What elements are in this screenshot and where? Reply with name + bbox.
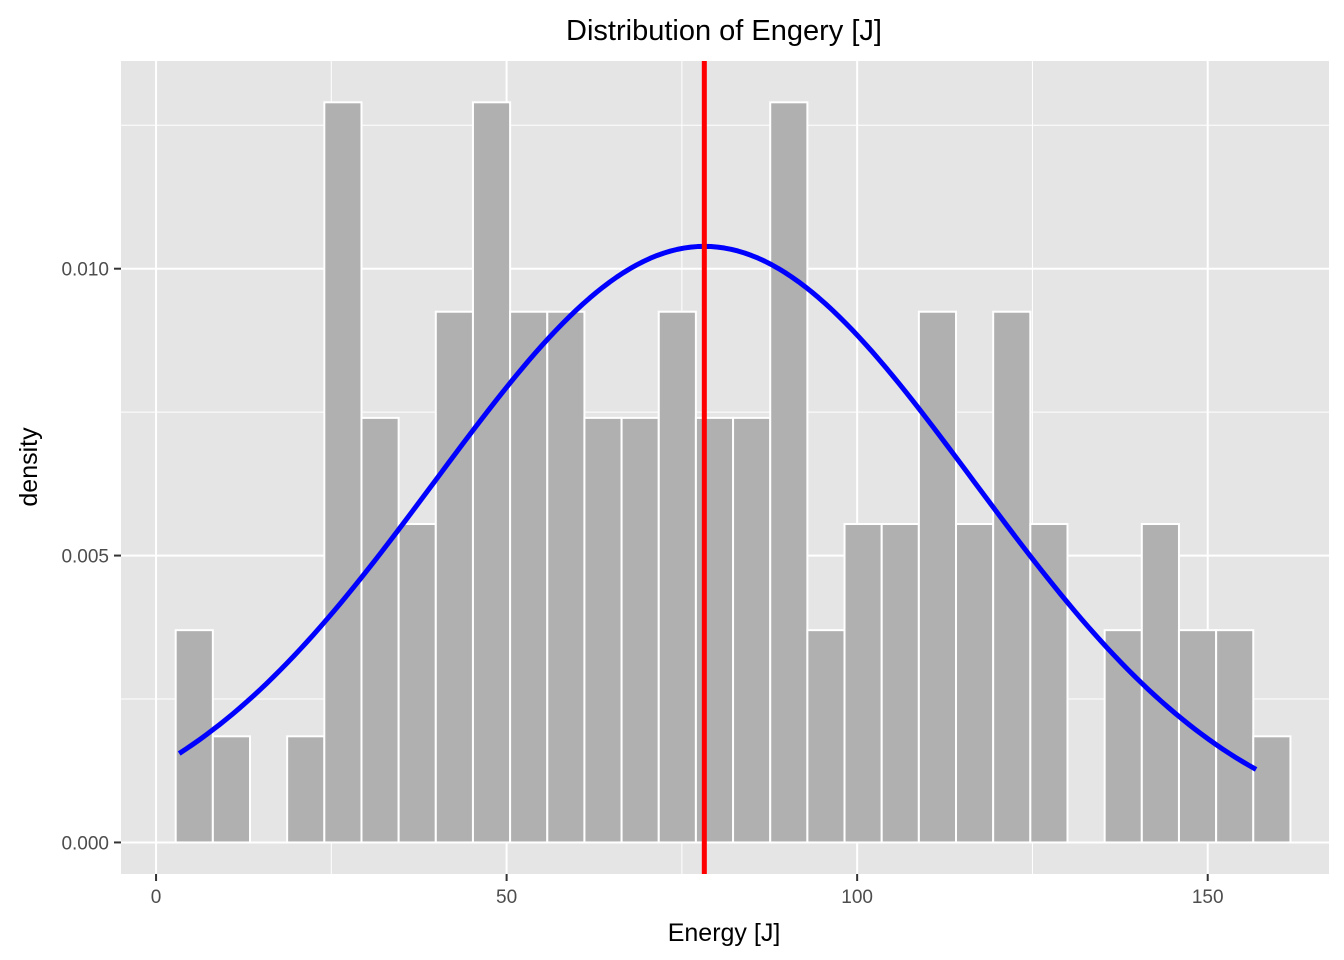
histogram-bar [843, 523, 883, 844]
histogram-bar [1177, 629, 1218, 844]
histogram-bar [434, 310, 474, 844]
histogram-bar [880, 523, 920, 844]
histogram-bar [509, 310, 549, 844]
histogram-bar [955, 523, 995, 844]
histogram-bar [583, 416, 623, 844]
histogram-bar [769, 101, 809, 844]
y-axis: 0.000 0.005 0.010 [61, 260, 121, 854]
y-tick-label: 0.005 [61, 547, 109, 568]
histogram-bar [286, 735, 326, 844]
histogram-bar [546, 310, 586, 844]
x-tick-label: 100 [841, 887, 873, 908]
histogram-bar [992, 310, 1032, 844]
y-axis-title: density [15, 427, 43, 507]
histogram-bar [620, 416, 660, 844]
histogram-bar [1140, 523, 1180, 844]
histogram-bar [323, 101, 363, 844]
histogram-bar [732, 416, 772, 844]
normal-density-curve [177, 243, 1258, 772]
histogram-bar [360, 416, 400, 844]
histogram-bar [694, 416, 735, 844]
histogram-bar [806, 629, 846, 844]
histogram-bar [471, 101, 512, 844]
y-tick-label: 0.000 [61, 833, 109, 854]
histogram-bar [211, 735, 252, 844]
x-tick-label: 150 [1192, 887, 1224, 908]
y-tick-label: 0.010 [61, 260, 109, 281]
x-tick-label: 50 [496, 887, 517, 908]
x-axis-title: Energy [J] [668, 919, 781, 947]
chart-title: Distribution of Engery [J] [566, 15, 882, 47]
x-tick-label: 0 [151, 887, 162, 908]
histogram-bar [917, 310, 958, 844]
histogram-bars [174, 101, 1292, 844]
histogram-bar [657, 310, 697, 844]
histogram-bar [1029, 523, 1069, 844]
histogram-bar [397, 523, 437, 844]
histogram-bar [1215, 629, 1255, 844]
histogram-bar [1252, 735, 1292, 844]
x-axis: 0 50 100 150 [151, 874, 1224, 908]
